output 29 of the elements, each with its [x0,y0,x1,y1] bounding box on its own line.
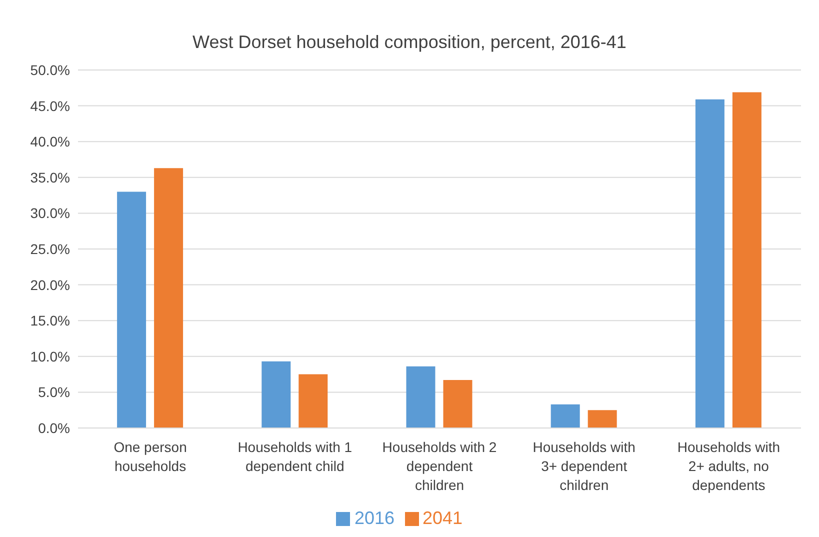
y-tick-label: 20.0% [30,276,70,293]
x-tick-label: One person households [114,439,187,474]
legend-label: 2041 [422,508,463,528]
y-tick-label: 50.0% [30,62,70,78]
y-tick-label: 10.0% [30,348,70,364]
y-tick-label: 45.0% [30,98,70,114]
bar [117,192,146,428]
bar [588,410,617,428]
legend-label: 2016 [354,508,394,528]
x-tick-label: Households with 2+ adults, no dependents [677,439,780,493]
y-tick-label: 0.0% [38,420,70,436]
x-tick-label: Households with 3+ dependent children [532,439,636,493]
bar [406,366,436,428]
y-tick-label: 5.0% [38,384,70,400]
x-tick-label: Households with 2 dependent children [382,439,497,493]
y-tick-label: 15.0% [30,312,70,329]
bar [443,380,472,428]
y-tick-label: 25.0% [30,240,70,257]
bar [262,361,291,428]
y-tick-label: 35.0% [30,169,70,186]
bar [695,99,724,428]
chart-title: West Dorset household composition, percent, 2016-41 [192,31,628,54]
bar [154,168,184,428]
y-tick-label: 30.0% [30,205,70,222]
bar [298,374,328,428]
x-tick-label: Households with 1 dependent child [238,439,352,474]
y-tick-label: 40.0% [30,134,70,150]
bar [732,92,762,428]
bar [550,404,580,428]
